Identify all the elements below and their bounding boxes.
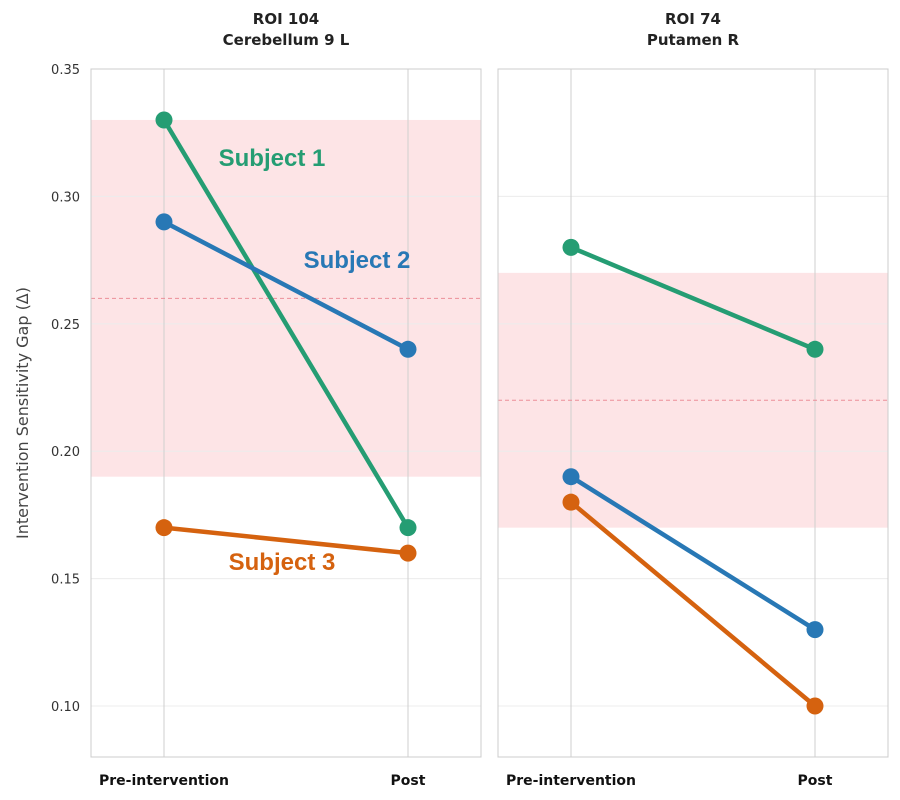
x-tick-label: Pre-intervention bbox=[99, 773, 229, 789]
y-tick-label: 0.10 bbox=[51, 700, 80, 715]
data-point bbox=[562, 468, 580, 486]
data-point bbox=[155, 213, 173, 231]
y-tick-label: 0.35 bbox=[51, 63, 80, 78]
series-line bbox=[568, 474, 818, 632]
series-label: Subject 2 bbox=[304, 247, 411, 274]
panel-title: Putamen R bbox=[647, 31, 740, 49]
x-tick-label: Post bbox=[798, 773, 833, 789]
series-line bbox=[568, 245, 818, 352]
panel-frame bbox=[90, 68, 482, 758]
data-point bbox=[155, 111, 173, 129]
data-point bbox=[399, 340, 417, 358]
series-line bbox=[161, 219, 411, 352]
panel-frame bbox=[497, 68, 889, 758]
series-label: Subject 1 bbox=[219, 145, 326, 172]
y-tick-label: 0.15 bbox=[51, 573, 80, 588]
series-line bbox=[161, 117, 411, 530]
y-tick-label: 0.25 bbox=[51, 318, 80, 333]
data-point bbox=[806, 621, 824, 639]
panel-title: ROI 104 bbox=[253, 10, 319, 28]
x-tick-label: Pre-intervention bbox=[506, 773, 636, 789]
series-line bbox=[161, 525, 411, 556]
panel-2: ROI 74 Putamen R Pre-intervention Post bbox=[497, 10, 889, 789]
data-point bbox=[562, 493, 580, 511]
panel-1: ROI 104 Cerebellum 9 L Pre-intervention Pos… bbox=[90, 10, 482, 789]
data-point bbox=[399, 544, 417, 562]
panel-title: Cerebellum 9 L bbox=[223, 31, 350, 49]
y-axis-label: Intervention Sensitivity Gap (Δ) bbox=[13, 287, 32, 539]
data-point bbox=[562, 238, 580, 256]
series-label: Subject 3 bbox=[229, 549, 336, 576]
data-point bbox=[399, 519, 417, 537]
panel-title: ROI 74 bbox=[665, 10, 721, 28]
y-tick-label: 0.20 bbox=[51, 445, 80, 460]
data-point bbox=[155, 519, 173, 537]
y-tick-label: 0.30 bbox=[51, 190, 80, 205]
data-point bbox=[806, 340, 824, 358]
series-line bbox=[568, 499, 818, 709]
x-tick-label: Post bbox=[391, 773, 426, 789]
data-point bbox=[806, 697, 824, 715]
